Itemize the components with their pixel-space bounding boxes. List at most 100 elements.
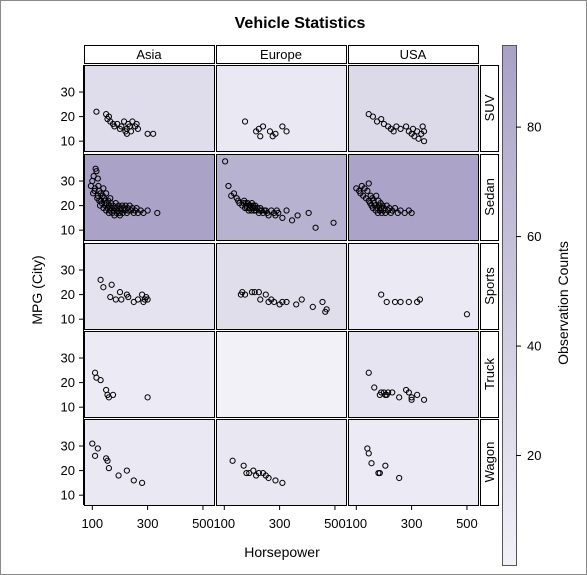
data-point xyxy=(408,396,415,403)
data-point xyxy=(154,209,161,217)
y-tick-label: 10 xyxy=(61,488,75,503)
data-point xyxy=(251,289,258,296)
data-point xyxy=(115,472,122,479)
data-point xyxy=(257,133,264,140)
row-header-box xyxy=(480,243,499,330)
data-point xyxy=(222,158,229,165)
panel-truck-europe xyxy=(216,331,347,418)
panel-background xyxy=(348,331,479,418)
y-tick-label: 20 xyxy=(61,109,75,124)
data-point xyxy=(368,460,375,467)
data-point xyxy=(397,125,404,132)
colorbar-tick-label: 60 xyxy=(527,229,541,244)
data-point xyxy=(378,291,385,298)
data-point xyxy=(243,469,250,477)
data-point xyxy=(405,298,412,306)
data-point xyxy=(134,125,142,132)
data-point xyxy=(365,450,372,457)
row-header-box xyxy=(480,419,499,506)
data-point xyxy=(272,477,279,484)
data-point xyxy=(283,207,290,214)
row-header-sports: Sports xyxy=(482,267,497,305)
data-point xyxy=(89,440,96,447)
data-point xyxy=(150,130,157,137)
column-header-asia: Asia xyxy=(136,47,162,62)
data-point xyxy=(97,377,104,384)
data-point xyxy=(376,469,383,477)
y-tick-label: 10 xyxy=(61,400,75,415)
data-point xyxy=(402,123,410,130)
row-header-box xyxy=(480,65,499,152)
panel-background xyxy=(348,419,479,506)
data-point xyxy=(309,303,316,310)
y-tick-label: 30 xyxy=(61,263,75,278)
data-point xyxy=(414,391,421,398)
data-point xyxy=(279,214,286,221)
y-tick-label: 30 xyxy=(61,351,75,366)
data-point xyxy=(262,291,269,298)
data-point xyxy=(293,301,300,308)
data-point xyxy=(93,168,100,175)
chart-layer: Asia Europe USA SUV Sedan Sports Truck Wagon 10 2… xyxy=(61,45,541,566)
data-point xyxy=(230,190,238,197)
data-point xyxy=(270,298,278,306)
panel-sedan-asia xyxy=(84,154,215,241)
chart-title: Vehicle Statistics xyxy=(235,15,366,32)
data-point xyxy=(144,296,151,303)
data-point xyxy=(144,207,151,214)
data-point xyxy=(385,389,392,396)
panel-sedan-europe xyxy=(216,154,347,241)
data-point xyxy=(118,123,125,130)
x-tick-label: 300 xyxy=(137,516,159,531)
panel-suv-europe xyxy=(216,65,347,152)
data-point xyxy=(396,394,403,401)
data-point xyxy=(265,474,272,482)
data-point xyxy=(108,281,115,288)
data-point xyxy=(369,113,376,120)
data-point xyxy=(94,445,101,452)
data-point xyxy=(109,391,117,398)
data-point xyxy=(382,462,389,469)
y-tick-label: 10 xyxy=(61,223,75,238)
x-tick-label: 300 xyxy=(401,516,423,531)
y-tick-label: 30 xyxy=(61,85,75,100)
data-point xyxy=(330,219,337,226)
data-point xyxy=(130,477,137,484)
row-header-box xyxy=(480,154,499,241)
data-point xyxy=(408,209,415,217)
colorbar xyxy=(502,45,517,566)
data-point xyxy=(116,289,124,296)
y-axis-label: MPG (City) xyxy=(29,255,45,324)
data-point xyxy=(319,298,326,306)
data-point xyxy=(288,217,296,224)
panel-background xyxy=(216,419,347,506)
row-header-suv: SUV xyxy=(482,94,497,121)
data-point xyxy=(125,293,132,301)
data-point xyxy=(364,187,371,194)
data-point xyxy=(240,462,247,469)
data-point xyxy=(127,128,135,135)
x-tick-label: 500 xyxy=(456,516,478,531)
row-header-box xyxy=(480,331,499,418)
column-header-europe: Europe xyxy=(260,47,302,62)
data-point xyxy=(255,469,262,477)
panel-background xyxy=(84,154,215,241)
data-point xyxy=(104,457,111,464)
y-tick-label: 10 xyxy=(61,312,75,327)
data-point xyxy=(405,389,412,396)
panel-background xyxy=(84,419,215,506)
column-header-box xyxy=(348,45,479,64)
data-point xyxy=(100,185,107,192)
data-point xyxy=(272,130,279,137)
data-point xyxy=(93,108,100,115)
panel-sports-usa xyxy=(348,243,479,330)
x-tick-label: 100 xyxy=(213,516,235,531)
data-point xyxy=(383,298,390,306)
column-header-usa: USA xyxy=(400,47,427,62)
data-point xyxy=(275,209,282,217)
data-point xyxy=(415,135,422,142)
column-header-box xyxy=(84,45,215,64)
y-tick-label: 20 xyxy=(61,198,75,213)
y-tick-label: 20 xyxy=(61,287,75,302)
data-point xyxy=(279,298,286,306)
